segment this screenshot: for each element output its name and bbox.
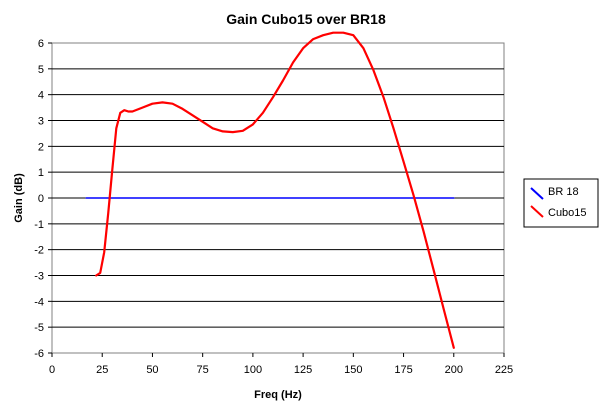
x-tick-label: 75 bbox=[197, 364, 209, 376]
chart-title: Gain Cubo15 over BR18 bbox=[226, 11, 386, 27]
y-tick-label: 3 bbox=[38, 116, 44, 128]
y-tick-label: -1 bbox=[34, 219, 44, 231]
x-tick-label: 200 bbox=[445, 364, 463, 376]
y-tick-label: 2 bbox=[38, 141, 44, 153]
y-tick-label: 4 bbox=[38, 90, 44, 102]
legend-swatch-br18 bbox=[530, 187, 544, 200]
y-axis-ticks: 6 5 4 3 2 1 0 -1 -2 -3 -4 -5 -6 bbox=[34, 38, 52, 360]
series-line-cubo15 bbox=[95, 31, 455, 349]
legend-label-br18: BR 18 bbox=[548, 186, 579, 198]
legend-label-cubo15: Cubo15 bbox=[548, 207, 587, 219]
y-tick-label: -4 bbox=[34, 296, 44, 308]
x-tick-label: 175 bbox=[394, 364, 412, 376]
x-tick-label: 25 bbox=[96, 364, 108, 376]
series-layer bbox=[85, 31, 455, 349]
legend-swatch-cubo15 bbox=[530, 205, 544, 218]
x-tick-label: 150 bbox=[344, 364, 362, 376]
y-axis-title: Gain (dB) bbox=[13, 173, 25, 223]
x-tick-label: 0 bbox=[49, 364, 55, 376]
x-tick-label: 50 bbox=[146, 364, 158, 376]
y-tick-label: 6 bbox=[38, 38, 44, 50]
y-tick-label: -5 bbox=[34, 322, 44, 334]
x-axis-title: Freq (Hz) bbox=[254, 389, 302, 401]
x-tick-label: 100 bbox=[244, 364, 262, 376]
y-tick-label: -6 bbox=[34, 348, 44, 360]
x-tick-label: 225 bbox=[495, 364, 513, 376]
x-axis-ticks: 0 25 50 75 100 125 150 175 200 225 bbox=[49, 353, 513, 376]
y-tick-label: -3 bbox=[34, 271, 44, 283]
x-tick-label: 125 bbox=[294, 364, 312, 376]
y-tick-label: -2 bbox=[34, 245, 44, 257]
legend-box bbox=[523, 178, 599, 228]
y-tick-label: 1 bbox=[38, 167, 44, 179]
y-tick-label: 5 bbox=[38, 64, 44, 76]
y-tick-label: 0 bbox=[38, 193, 44, 205]
legend: BR 18 Cubo15 bbox=[523, 178, 599, 228]
